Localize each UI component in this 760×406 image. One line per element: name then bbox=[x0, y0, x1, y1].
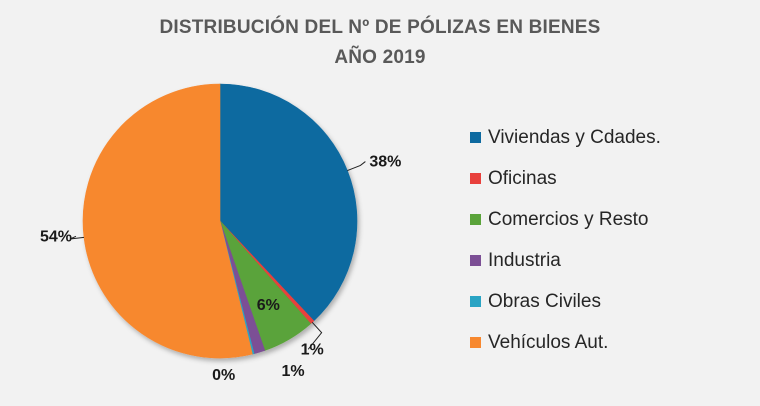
chart-title: DISTRIBUCIÓN DEL Nº DE PÓLIZAS EN BIENES bbox=[159, 17, 601, 38]
data-label-vehiculos-aut: 54% bbox=[40, 228, 72, 245]
pie-slice-vehiculos-aut bbox=[82, 83, 253, 359]
legend-swatch bbox=[470, 214, 481, 225]
legend-swatch bbox=[470, 296, 481, 307]
chart-subtitle: AÑO 2019 bbox=[334, 47, 426, 68]
legend-item-industria: Industria bbox=[470, 240, 661, 281]
data-label-oficinas: 1% bbox=[301, 341, 324, 358]
legend-label: Industria bbox=[488, 249, 561, 271]
legend-label: Vehículos Aut. bbox=[488, 331, 609, 353]
legend-label: Oficinas bbox=[488, 167, 557, 189]
data-label-comercios-y-resto: 6% bbox=[257, 297, 280, 314]
legend-item-comercios-y-resto: Comercios y Resto bbox=[470, 199, 661, 240]
legend-item-oficinas: Oficinas bbox=[470, 158, 661, 199]
legend-label: Comercios y Resto bbox=[488, 208, 649, 230]
legend-swatch bbox=[470, 173, 481, 184]
data-label-viviendas-y-cdades: 38% bbox=[369, 154, 401, 171]
leader-line-vehiculos-aut bbox=[69, 235, 85, 240]
legend-label: Obras Civiles bbox=[488, 290, 601, 312]
legend-swatch bbox=[470, 337, 481, 348]
leader-line-oficinas bbox=[307, 321, 323, 350]
data-label-obras-civiles: 0% bbox=[212, 367, 235, 384]
legend: Viviendas y Cdades. Oficinas Comercios y R… bbox=[470, 117, 661, 363]
data-label-industria: 1% bbox=[281, 363, 304, 380]
legend-item-viviendas-y-cdades: Viviendas y Cdades. bbox=[470, 117, 661, 158]
legend-item-obras-civiles: Obras Civiles bbox=[470, 281, 661, 322]
legend-item-vehiculos-aut: Vehículos Aut. bbox=[470, 322, 661, 363]
leader-line-viviendas-y-cdades bbox=[347, 161, 366, 172]
legend-label: Viviendas y Cdades. bbox=[488, 126, 661, 148]
legend-swatch bbox=[470, 132, 481, 143]
legend-swatch bbox=[470, 255, 481, 266]
